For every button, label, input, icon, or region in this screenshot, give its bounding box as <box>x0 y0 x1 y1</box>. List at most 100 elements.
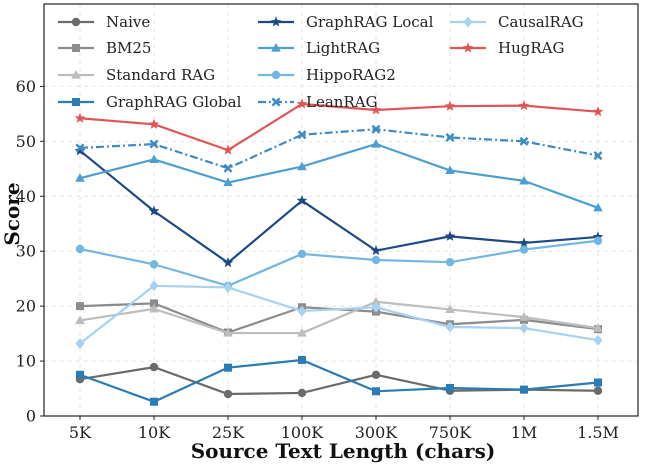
x-tick-label: 1M <box>511 423 538 442</box>
data-point-causalrag <box>371 301 381 313</box>
legend-item-bm25: BM25 <box>58 39 151 57</box>
data-point-causalrag <box>75 337 85 349</box>
series-line-lightrag <box>79 142 599 209</box>
marker-stroke <box>149 139 159 149</box>
marker-stroke <box>593 151 603 161</box>
data-point-graphrag-global <box>76 370 84 379</box>
marker-stroke <box>371 124 381 134</box>
data-point-graphrag-global <box>594 378 602 387</box>
data-point-hipporag2 <box>75 244 85 254</box>
marker-stroke <box>223 163 233 173</box>
data-point-hipporag2 <box>445 257 455 267</box>
data-point-graphrag-global <box>224 363 232 372</box>
data-point-causalrag <box>519 322 529 334</box>
series-causalrag <box>75 280 603 349</box>
series-graphrag-local <box>74 145 604 268</box>
data-point-graphrag-local <box>592 231 604 242</box>
data-point-standard-rag <box>519 312 529 321</box>
series-standard-rag <box>75 296 603 337</box>
data-point-lightrag <box>75 173 85 182</box>
grid <box>44 4 638 417</box>
data-point-hipporag2 <box>519 245 529 254</box>
legend-item-graphrag-global: GraphRAG Global <box>58 93 242 111</box>
x-tick-label: 10K <box>138 423 171 442</box>
data-point-standard-rag <box>593 323 603 332</box>
data-point-graphrag-global <box>446 383 454 392</box>
axes: 0 10 20 30 40 50 60 5K 10K 25K 100K 300K 750K 1M 1.5M <box>16 3 639 442</box>
legend-marker <box>72 98 80 106</box>
y-tick-label: 50 <box>16 132 36 151</box>
legend-label: CausalRAG <box>498 13 584 31</box>
data-point-naive <box>223 389 233 399</box>
legend-marker <box>462 42 474 53</box>
data-point-graphrag-local <box>148 205 160 216</box>
data-point-hipporag2 <box>149 260 159 269</box>
series-line-hipporag2 <box>79 239 599 287</box>
data-point-bm25 <box>76 302 84 311</box>
data-point-lightrag <box>445 165 455 175</box>
legend-marker <box>71 17 81 27</box>
data-point-causalrag <box>297 305 307 317</box>
legend-item-causalrag: CausalRAG <box>450 13 584 31</box>
x-tick-label: 100K <box>281 423 325 442</box>
series-line-causalrag <box>79 284 599 345</box>
series-leanrag <box>75 124 603 173</box>
x-axis-label: Source Text Length (chars) <box>191 439 496 463</box>
legend-label: HippoRAG2 <box>306 66 396 84</box>
series-line-leanrag <box>79 128 599 170</box>
data-point-lightrag <box>297 161 307 171</box>
data-point-leanrag <box>223 163 233 173</box>
legend-label: LightRAG <box>306 39 380 57</box>
marker-stroke <box>445 133 455 142</box>
data-point-standard-rag <box>297 328 307 337</box>
data-point-graphrag-global <box>520 385 528 394</box>
y-tick-label: 40 <box>16 187 36 206</box>
data-point-standard-rag <box>75 315 85 325</box>
marker-stroke <box>271 97 281 107</box>
data-point-hipporag2 <box>297 249 307 259</box>
x-tick-label: 25K <box>212 423 245 442</box>
series-line-standard-rag <box>79 300 599 335</box>
legend-marker <box>71 70 81 79</box>
data-point-hugrag <box>222 144 234 155</box>
data-point-standard-rag <box>371 296 381 306</box>
plot-frame <box>43 3 639 417</box>
data-point-causalrag <box>593 334 603 346</box>
data-point-hipporag2 <box>371 255 381 265</box>
legend-marker <box>271 97 281 107</box>
data-point-hugrag <box>74 112 86 123</box>
legend-marker <box>271 43 281 52</box>
legend-item-naive: Naive <box>58 13 150 31</box>
series-line-hugrag <box>79 102 599 152</box>
legend-item-graphrag-local: GraphRAG Local <box>258 13 434 31</box>
data-point-leanrag <box>297 130 307 140</box>
data-point-standard-rag <box>149 303 159 313</box>
data-point-standard-rag <box>223 328 233 337</box>
data-point-graphrag-local <box>518 237 530 248</box>
data-point-leanrag <box>519 136 529 146</box>
data-point-leanrag <box>75 143 85 153</box>
marker-stroke <box>297 130 307 140</box>
data-point-leanrag <box>371 124 381 134</box>
legend-marker <box>72 44 80 52</box>
legend-marker <box>463 16 473 28</box>
legend-label: Standard RAG <box>106 66 215 84</box>
data-point-leanrag <box>445 133 455 142</box>
data-point-causalrag <box>223 281 233 293</box>
legend-label: BM25 <box>106 39 151 57</box>
data-point-graphrag-local <box>74 145 86 156</box>
x-tick-label: 1.5M <box>577 423 619 442</box>
data-point-hugrag <box>148 118 160 129</box>
data-point-graphrag-global <box>150 397 158 406</box>
legend-marker <box>271 70 281 80</box>
data-point-bm25 <box>150 299 158 308</box>
data-point-graphrag-global <box>372 387 380 396</box>
y-tick-label: 10 <box>16 352 36 371</box>
data-point-hugrag <box>370 104 382 115</box>
legend-label: LeanRAG <box>306 93 378 111</box>
series-lightrag <box>75 139 603 212</box>
data-point-naive <box>149 362 159 372</box>
y-tick-label: 20 <box>16 297 36 316</box>
data-point-lightrag <box>519 175 529 185</box>
series-hipporag2 <box>75 236 603 291</box>
